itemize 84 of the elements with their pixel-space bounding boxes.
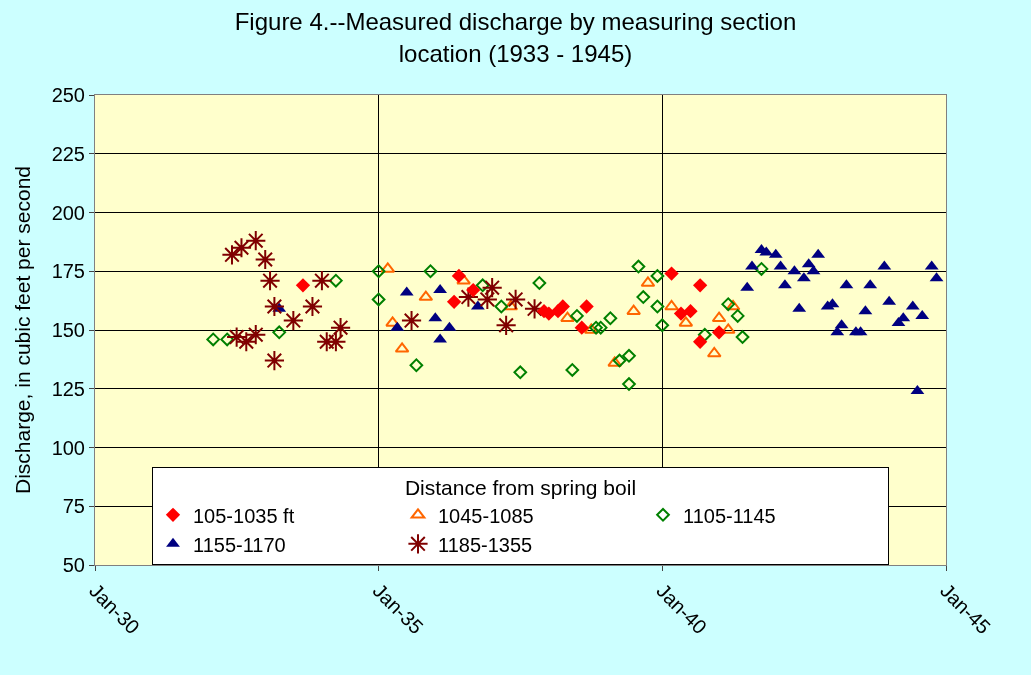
- point: [683, 304, 698, 319]
- point: [579, 299, 594, 314]
- point: [456, 274, 471, 285]
- point: [664, 266, 679, 281]
- point: [692, 334, 708, 349]
- point: [636, 290, 651, 304]
- point: [263, 295, 285, 318]
- point: [650, 269, 665, 283]
- point: [721, 297, 736, 311]
- point: [697, 327, 712, 342]
- point: [329, 273, 343, 288]
- point: [692, 278, 708, 293]
- y-tick-label: 200: [51, 201, 85, 224]
- legend-label: 1045-1085: [438, 504, 534, 527]
- point: [555, 299, 570, 314]
- y-tick-label: 225: [51, 142, 85, 165]
- point: [295, 278, 311, 293]
- point: [481, 277, 503, 299]
- point: [664, 300, 679, 311]
- point: [735, 330, 750, 344]
- point: [230, 237, 253, 259]
- point: [631, 259, 646, 274]
- point: [730, 309, 745, 323]
- point: [272, 325, 287, 340]
- chart-title: Figure 4.--Measured discharge by measuring section location (1933 - 1945): [234, 8, 797, 67]
- point: [574, 320, 589, 335]
- point: [245, 324, 267, 346]
- legend-label: 1185-1355: [438, 533, 533, 556]
- point: [650, 299, 665, 314]
- point: [589, 320, 603, 335]
- point: [400, 310, 423, 332]
- point: [220, 332, 235, 347]
- point: [778, 279, 792, 289]
- point: [532, 276, 547, 290]
- point: [371, 292, 386, 307]
- legend-label: 1105-1145: [683, 504, 776, 527]
- point: [612, 353, 627, 368]
- point: [495, 314, 517, 336]
- y-tick-label: 150: [51, 319, 85, 341]
- point: [603, 311, 618, 326]
- point: [221, 244, 243, 266]
- legend-label: 1155-1170: [193, 533, 286, 556]
- point: [329, 317, 352, 339]
- point: [259, 270, 281, 292]
- point: [311, 270, 333, 292]
- point: [593, 320, 608, 335]
- y-axis-title: Discharge, in cubic feet per second: [10, 165, 34, 495]
- point: [446, 294, 462, 309]
- y-tick-label: 50: [62, 554, 85, 576]
- point: [282, 310, 304, 332]
- point: [254, 248, 276, 271]
- point: [711, 325, 727, 340]
- point: [206, 332, 221, 347]
- point: [622, 377, 636, 391]
- y-tick-label: 250: [51, 84, 85, 106]
- point: [494, 299, 509, 314]
- legend-label: 105-1035 ft: [193, 504, 295, 527]
- y-tick-label: 175: [51, 260, 85, 283]
- point: [622, 349, 636, 363]
- point: [655, 318, 670, 333]
- legend-title: Distance from spring boil: [404, 476, 637, 500]
- point: [409, 358, 424, 373]
- y-tick-label: 125: [51, 377, 85, 400]
- point: [476, 288, 498, 311]
- point: [466, 282, 481, 298]
- point: [263, 349, 285, 372]
- point: [560, 311, 575, 322]
- point: [745, 260, 759, 270]
- point: [505, 288, 527, 311]
- point: [457, 286, 479, 308]
- point: [385, 316, 400, 327]
- point: [570, 309, 584, 323]
- point: [475, 278, 490, 293]
- point: [451, 268, 467, 284]
- point: [754, 262, 769, 276]
- point: [423, 264, 438, 279]
- y-tick-label: 75: [62, 495, 85, 518]
- point: [565, 363, 580, 377]
- point: [626, 304, 641, 315]
- point: [245, 230, 267, 252]
- point: [371, 264, 386, 279]
- y-tick-label: 100: [51, 436, 85, 459]
- point: [301, 295, 324, 318]
- point: [513, 365, 528, 380]
